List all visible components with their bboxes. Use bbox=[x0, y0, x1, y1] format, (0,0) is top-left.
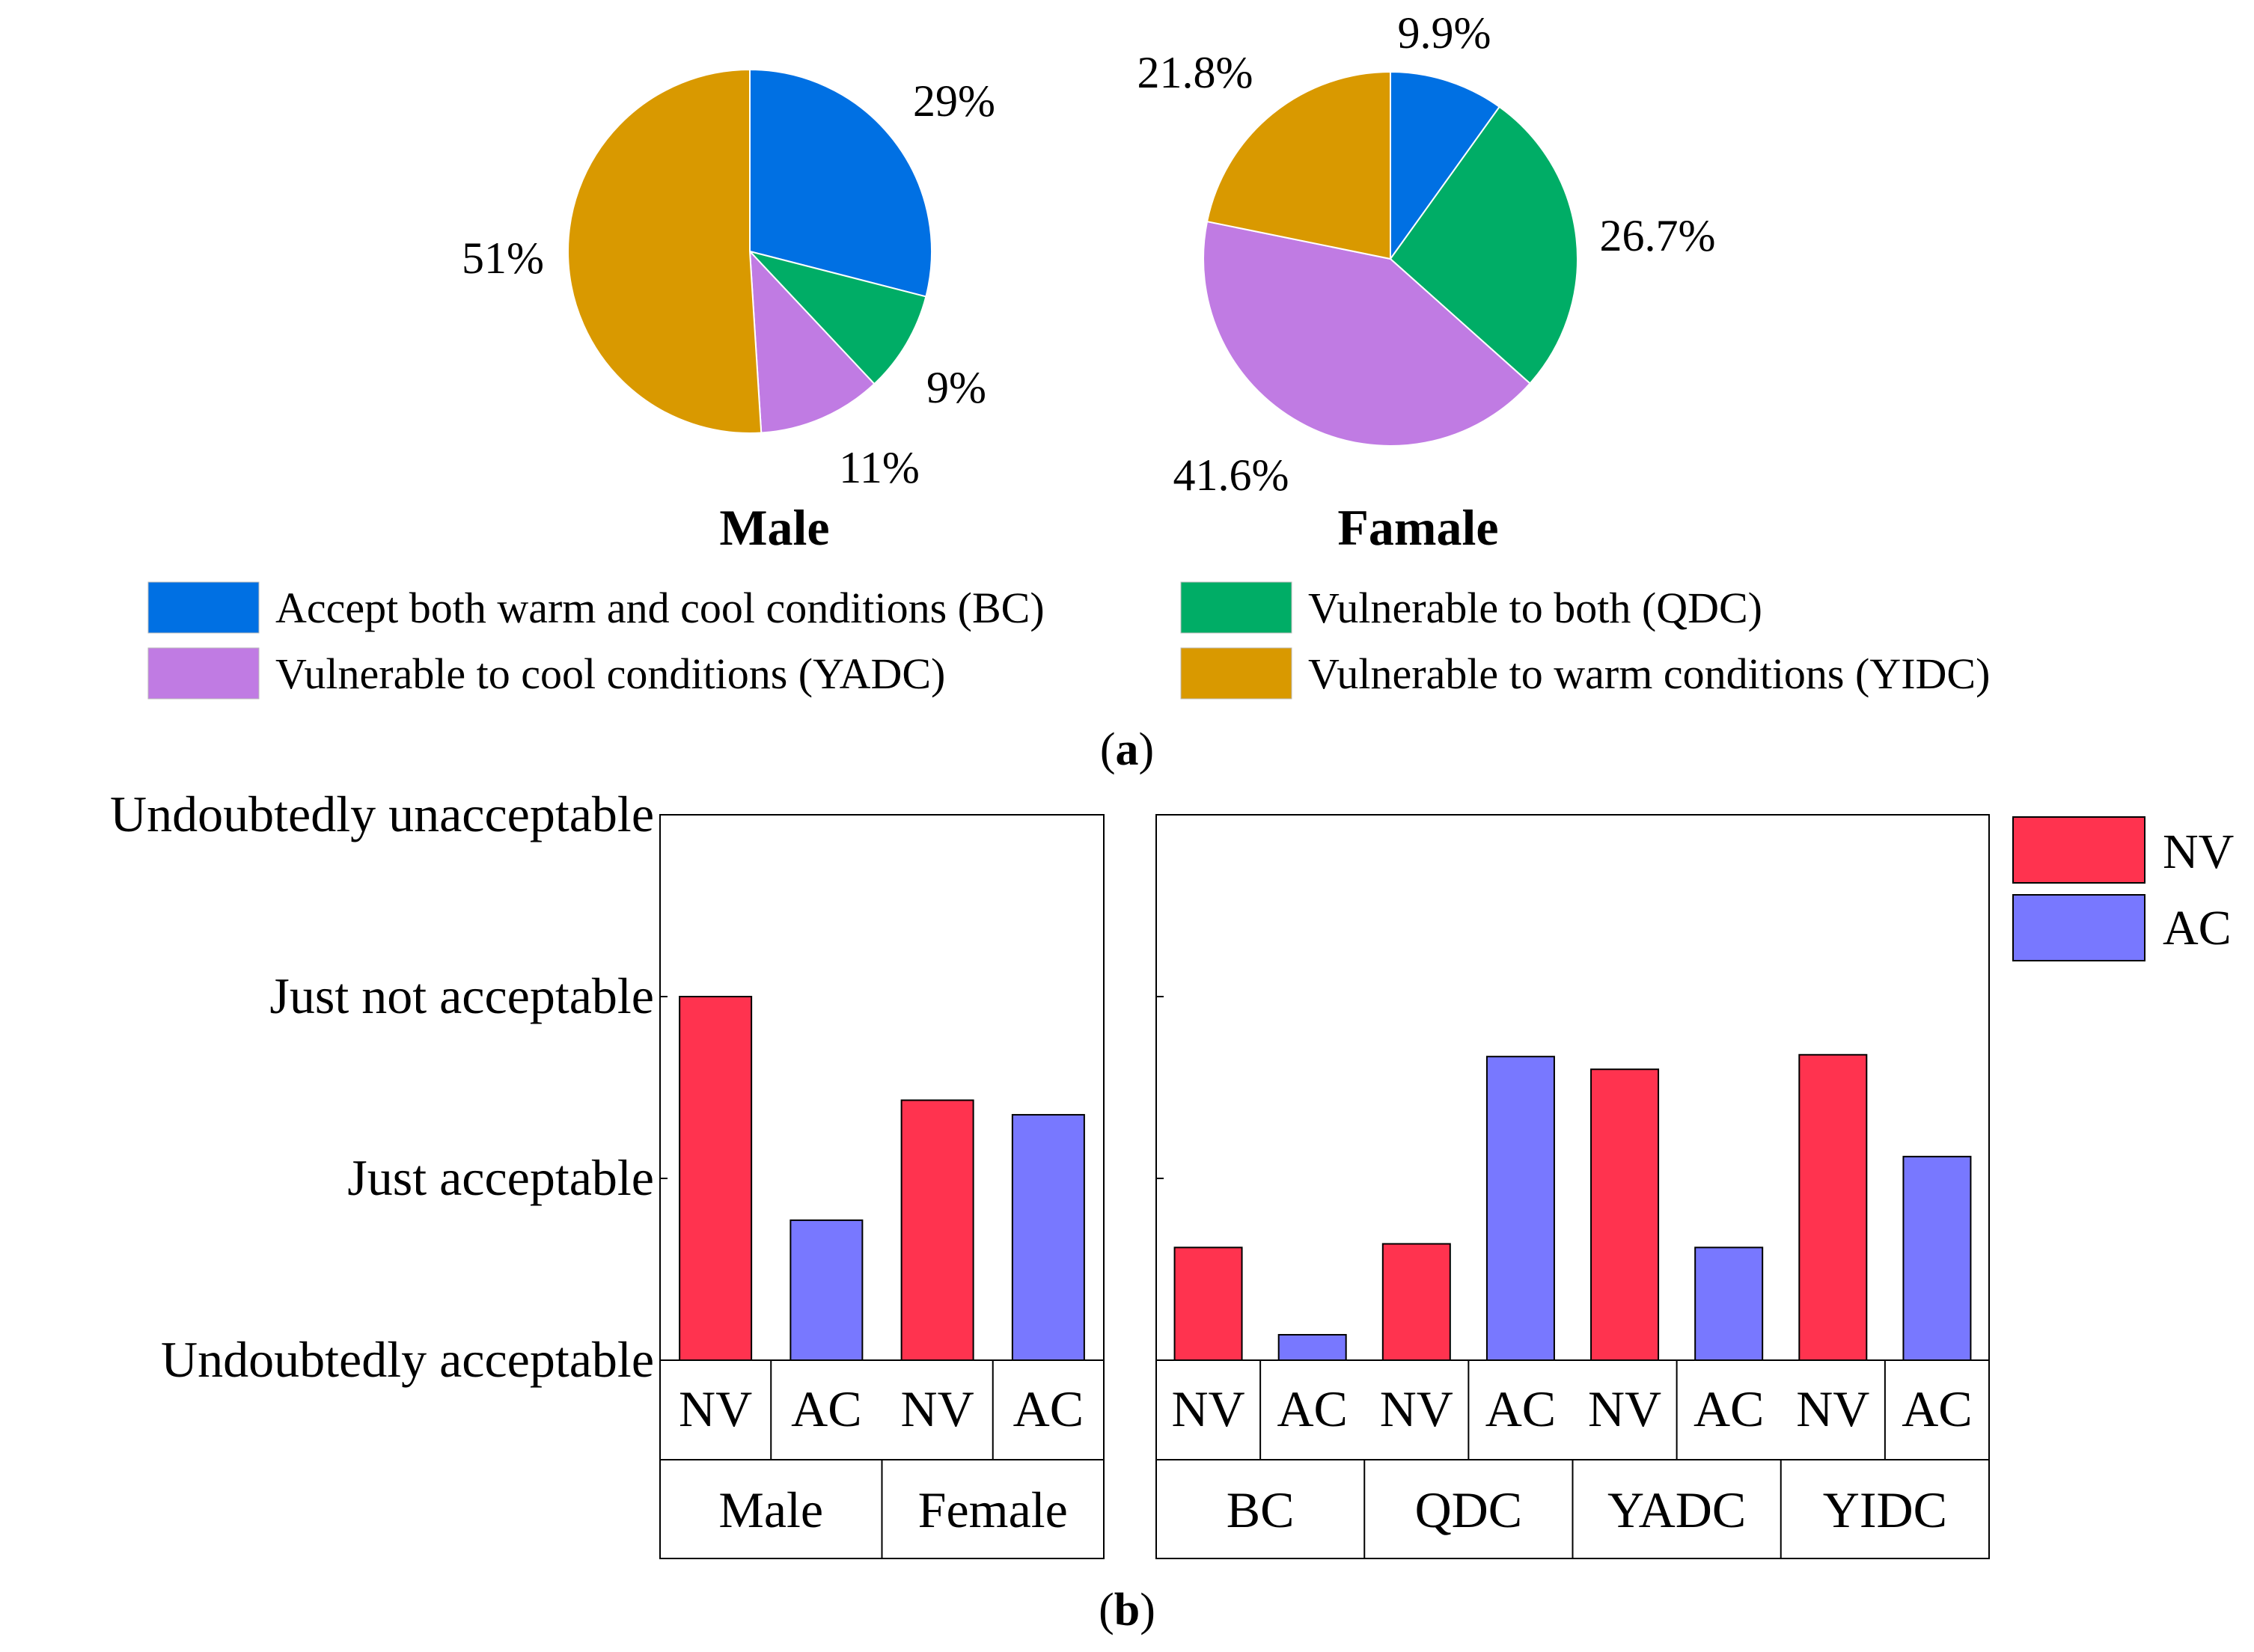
legend-b: NV AC bbox=[2012, 816, 2234, 961]
bar-male-ac bbox=[789, 1219, 864, 1362]
x-group-label: YIDC bbox=[1823, 1481, 1947, 1538]
bar-yidc-ac bbox=[1902, 1155, 1972, 1361]
x-series-label: AC bbox=[791, 1380, 861, 1437]
legend-swatch-ac bbox=[2012, 894, 2145, 961]
pie-label-qdc: 26.7% bbox=[1600, 211, 1716, 260]
bar-female-ac bbox=[1011, 1113, 1085, 1361]
pie-slice-qdc bbox=[1389, 105, 1578, 385]
legend-label-qdc: Vulnerable to both (QDC) bbox=[1308, 584, 1762, 632]
x-group-label: BC bbox=[1227, 1481, 1295, 1538]
y-tick-label: Undoubtedly acceptable bbox=[161, 1331, 654, 1388]
pie-label-yadc: 11% bbox=[839, 443, 920, 492]
pie-chart-female: 9.9% 26.7% 41.6% 21.8% bbox=[1137, 8, 1716, 500]
legend-label-ac: AC bbox=[2163, 901, 2232, 955]
x-series-label: AC bbox=[1693, 1380, 1764, 1437]
x-group-label: Male bbox=[718, 1481, 823, 1538]
pie-slice-yidc bbox=[1206, 70, 1391, 260]
bar-male-nv bbox=[679, 996, 753, 1361]
panel-label-b: (b) bbox=[1099, 1585, 1155, 1636]
legend-swatch-qdc bbox=[1180, 581, 1292, 634]
x-series-label: NV bbox=[1380, 1380, 1453, 1437]
panel-label-a: (a) bbox=[1100, 724, 1154, 775]
x-series-label: NV bbox=[679, 1380, 752, 1437]
legend-swatch-yadc bbox=[147, 647, 260, 700]
x-series-label: NV bbox=[1588, 1380, 1661, 1437]
bar-yadc-nv bbox=[1590, 1068, 1660, 1361]
legend-swatch-bc bbox=[147, 581, 260, 634]
pie-title-male: Male bbox=[719, 499, 829, 556]
pie-slice-yadc bbox=[748, 249, 876, 434]
bar-female-nv bbox=[900, 1099, 974, 1361]
bar-chart-gender: Undoubtedly acceptable Just acceptable Jus… bbox=[110, 786, 1105, 1559]
x-group-label: QDC bbox=[1415, 1481, 1523, 1538]
pie-slice-yadc bbox=[1203, 220, 1531, 447]
bar-qdc-nv bbox=[1381, 1243, 1451, 1361]
pie-slice-yidc bbox=[567, 68, 763, 434]
legend-label-yadc: Vulnerable to cool conditions (YADC) bbox=[275, 649, 945, 698]
bar-qdc-ac bbox=[1485, 1056, 1555, 1361]
legend-label-bc: Accept both warm and cool conditions (BC… bbox=[275, 584, 1045, 632]
x-series-label: NV bbox=[1171, 1380, 1244, 1437]
x-series-label: AC bbox=[1013, 1380, 1084, 1437]
pie-label-yadc: 41.6% bbox=[1173, 450, 1289, 500]
bar-bc-nv bbox=[1173, 1246, 1243, 1361]
legend-swatch-yidc bbox=[1180, 647, 1292, 700]
legend-a: Accept both warm and cool conditions (BC… bbox=[147, 581, 1990, 700]
bar-yidc-nv bbox=[1798, 1053, 1868, 1361]
pie-slice-qdc bbox=[747, 250, 927, 385]
bar-yadc-ac bbox=[1694, 1246, 1764, 1361]
legend-label-yidc: Vulnerable to warm conditions (YIDC) bbox=[1308, 649, 1990, 698]
pie-chart-male: 29% 9%11% 51% bbox=[462, 68, 995, 492]
y-tick-label: Undoubtedly unacceptable bbox=[110, 786, 654, 842]
x-group-label: Female bbox=[918, 1481, 1068, 1538]
pie-label-yidc: 21.8% bbox=[1137, 48, 1253, 97]
x-group-label: YADC bbox=[1607, 1481, 1746, 1538]
legend-swatch-nv bbox=[2012, 816, 2145, 884]
pie-slice-bc bbox=[749, 68, 932, 298]
bar-bc-ac bbox=[1277, 1333, 1347, 1361]
pie-label-bc: 29% bbox=[913, 76, 995, 126]
legend-label-nv: NV bbox=[2163, 825, 2234, 879]
pie-label-yidc: 51% bbox=[462, 233, 544, 283]
y-tick-label: Just not acceptable bbox=[269, 967, 654, 1024]
x-series-label: AC bbox=[1277, 1380, 1347, 1437]
y-tick-label: Just acceptable bbox=[347, 1149, 654, 1206]
bar-chart-type: NV AC BC NV AC QDC NV AC YADC NV AC YIDC bbox=[1155, 814, 1990, 1559]
x-series-label: AC bbox=[1902, 1380, 1972, 1437]
pie-title-female: Famale bbox=[1337, 499, 1498, 556]
pie-label-qdc: 9% bbox=[926, 363, 986, 412]
pie-slice-bc bbox=[1390, 70, 1501, 262]
x-series-label: NV bbox=[1796, 1380, 1869, 1437]
pie-label-bc: 9.9% bbox=[1398, 8, 1491, 58]
x-series-label: NV bbox=[901, 1380, 974, 1437]
x-series-label: AC bbox=[1485, 1380, 1556, 1437]
